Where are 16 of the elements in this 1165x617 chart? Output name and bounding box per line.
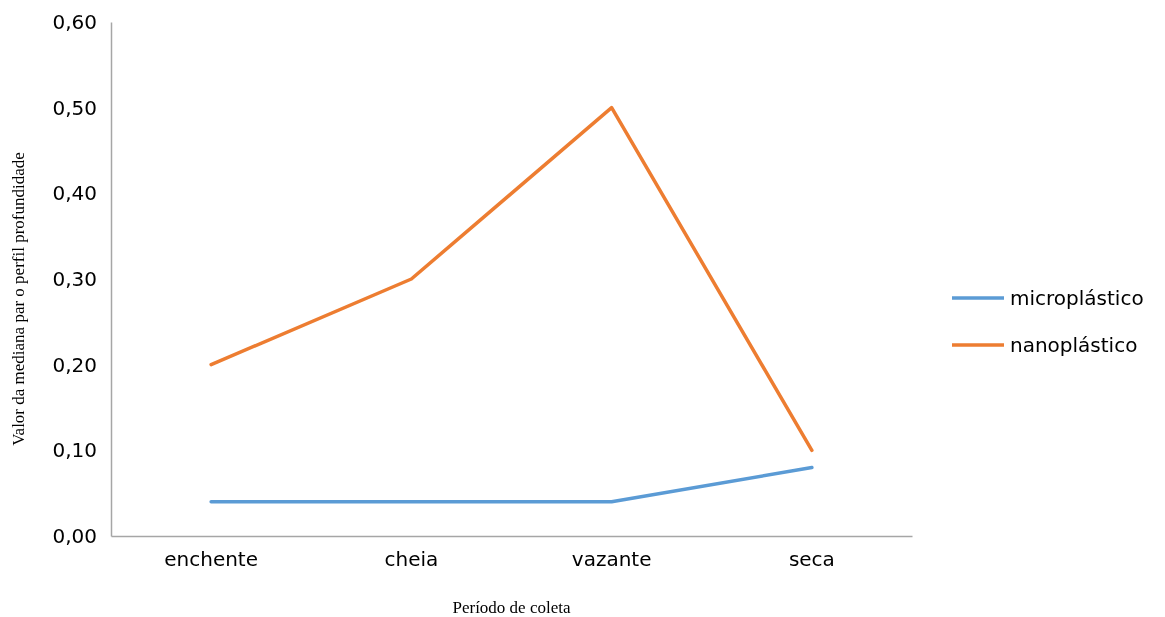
y-tick-label: 0,40 xyxy=(52,181,97,206)
legend-label: nanoplástico xyxy=(1010,333,1138,357)
legend-label: microplástico xyxy=(1010,286,1144,310)
y-tick-label: 0,00 xyxy=(52,523,97,548)
x-axis-title: Período de coleta xyxy=(452,598,571,617)
x-tick-label: cheia xyxy=(384,547,439,572)
line-series xyxy=(209,105,814,453)
x-tick-label: enchente xyxy=(164,547,259,572)
y-tick-label: 0,10 xyxy=(52,438,97,463)
y-axis-title: Valor da mediana par o perfil profundidade xyxy=(9,152,28,446)
y-tick-label: 0,50 xyxy=(52,95,97,120)
x-tick-label: vazante xyxy=(571,547,652,572)
y-tick-label: 0,30 xyxy=(52,266,97,291)
x-tick-label: seca xyxy=(788,547,835,572)
y-tick-label: 0,60 xyxy=(52,9,97,34)
y-tick-label: 0,20 xyxy=(52,352,97,377)
